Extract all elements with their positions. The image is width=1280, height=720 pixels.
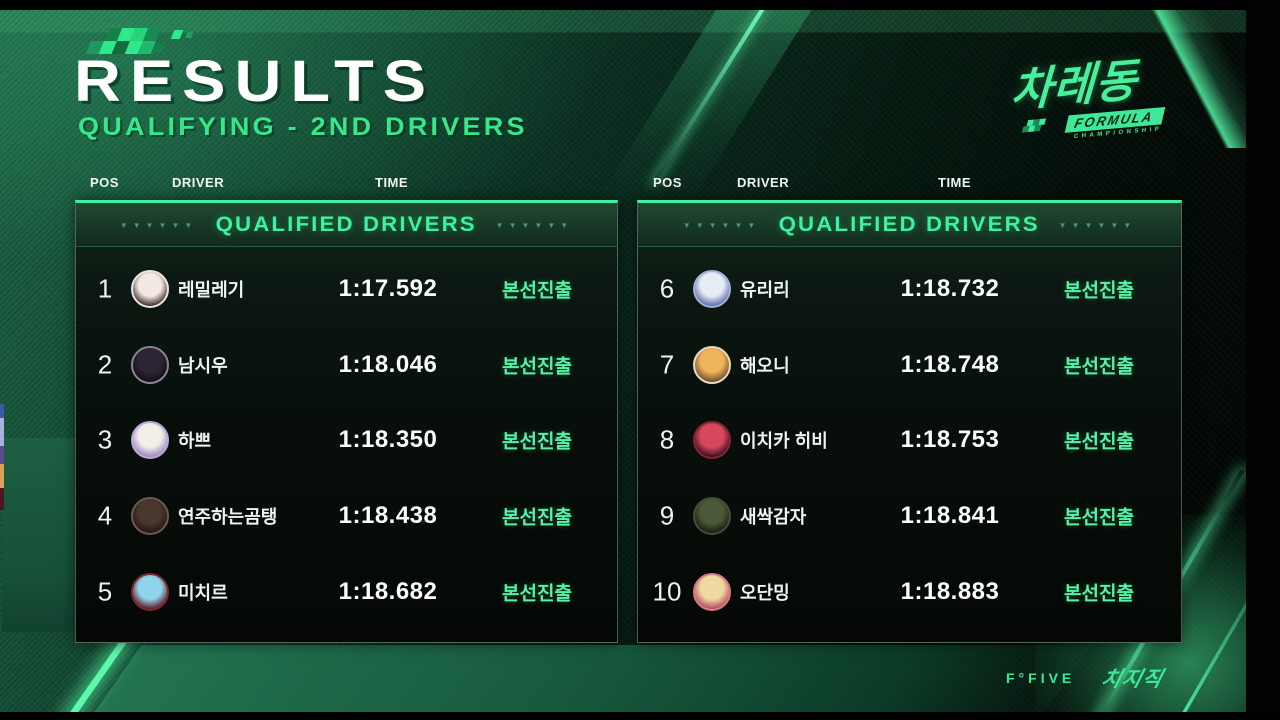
status-badge: 본선진출	[1064, 507, 1134, 529]
table-row: 7 해오니 1:18.748 본선진출	[638, 341, 1181, 389]
status-badge: 본선진출	[1064, 280, 1134, 302]
lap-time: 1:18.748	[900, 351, 1000, 378]
table-row: 2 남시우 1:18.046 본선진출	[76, 341, 617, 389]
driver-name: 레밀레기	[178, 280, 245, 300]
column-header-driver: DRIVER	[737, 175, 790, 190]
qualified-drivers-table-right: ▼▼▼▼▼▼ QUALIFIED DRIVERS ▼▼▼▼▼▼ 6 유리리 1:…	[637, 200, 1182, 643]
position-number: 5	[97, 576, 113, 607]
driver-name: 남시우	[178, 356, 228, 376]
position-number: 2	[97, 349, 113, 380]
lap-time: 1:18.841	[900, 502, 1000, 529]
status-badge: 본선진출	[1064, 356, 1134, 378]
left-edge-artifact	[0, 418, 4, 446]
left-edge-artifact	[0, 464, 4, 488]
driver-name: 새싹감자	[740, 507, 807, 527]
status-badge: 본선진출	[502, 583, 572, 605]
table-row: 3 하쁘 1:18.350 본선진출	[76, 416, 617, 464]
position-number: 7	[659, 349, 675, 380]
ffive-logo: F°FIVE	[1006, 670, 1076, 686]
letterbox-bar	[1246, 0, 1280, 720]
table-row: 6 유리리 1:18.732 본선진출	[638, 265, 1181, 313]
driver-name: 하쁘	[178, 431, 212, 451]
status-badge: 본선진출	[502, 356, 572, 378]
avatar	[693, 497, 731, 535]
position-number: 9	[659, 500, 675, 531]
status-badge: 본선진출	[502, 280, 572, 302]
lap-time: 1:18.350	[338, 426, 438, 453]
avatar	[131, 421, 169, 459]
chzzk-logo: 치지직	[1098, 668, 1166, 691]
qualified-drivers-table-left: ▼▼▼▼▼▼ QUALIFIED DRIVERS ▼▼▼▼▼▼ 1 레밀레기 1…	[75, 200, 618, 643]
left-edge-artifact	[0, 404, 4, 418]
background-band	[94, 645, 1092, 712]
background-band	[2, 438, 74, 632]
lap-time: 1:18.046	[338, 351, 438, 378]
driver-name: 이치카 히비	[740, 431, 828, 451]
status-badge: 본선진출	[502, 431, 572, 453]
table-row: 5 미치르 1:18.682 본선진출	[76, 568, 617, 616]
checkered-flag-icon	[1021, 118, 1047, 133]
avatar	[131, 497, 169, 535]
position-number: 1	[97, 273, 113, 304]
triangle-marks: ▼▼▼▼▼▼	[119, 220, 198, 230]
letterbox-bar	[0, 712, 1280, 720]
page-subtitle: QUALIFYING - 2ND DRIVERS	[78, 113, 528, 141]
table-row: 1 레밀레기 1:17.592 본선진출	[76, 265, 617, 313]
position-number: 10	[652, 576, 682, 607]
table-title: QUALIFIED DRIVERS	[778, 212, 1041, 236]
column-header-time: TIME	[375, 175, 409, 190]
triangle-marks: ▼▼▼▼▼▼	[1058, 220, 1137, 230]
triangle-marks: ▼▼▼▼▼▼	[682, 220, 761, 230]
page-title: RESULTS	[74, 49, 436, 114]
table-row: 8 이치카 히비 1:18.753 본선진출	[638, 416, 1181, 464]
table-title: QUALIFIED DRIVERS	[215, 212, 478, 236]
column-header-time: TIME	[938, 175, 972, 190]
lap-time: 1:18.883	[900, 578, 1000, 605]
avatar	[131, 346, 169, 384]
avatar	[131, 270, 169, 308]
driver-name: 해오니	[740, 356, 790, 376]
table-row: 10 오단밍 1:18.883 본선진출	[638, 568, 1181, 616]
checkered-flag-icon	[85, 28, 194, 54]
table-header: ▼▼▼▼▼▼ QUALIFIED DRIVERS ▼▼▼▼▼▼	[638, 203, 1181, 247]
championship-logo: 차레동 FORMULA CHAMPIONSHIP	[1008, 38, 1205, 145]
column-header-pos: POS	[90, 175, 119, 190]
status-badge: 본선진출	[1064, 583, 1134, 605]
driver-name: 연주하는곰탱	[178, 507, 278, 527]
lap-time: 1:18.682	[338, 578, 438, 605]
driver-name: 미치르	[178, 583, 228, 603]
avatar	[693, 270, 731, 308]
column-header-pos: POS	[653, 175, 682, 190]
position-number: 8	[659, 424, 675, 455]
lap-time: 1:17.592	[338, 275, 438, 302]
avatar	[693, 573, 731, 611]
driver-name: 오단밍	[740, 583, 790, 603]
avatar	[693, 346, 731, 384]
left-edge-artifact	[0, 488, 4, 510]
position-number: 6	[659, 273, 675, 304]
letterbox-bar	[0, 0, 1280, 10]
status-badge: 본선진출	[502, 507, 572, 529]
left-edge-artifact	[0, 446, 4, 464]
table-row: 9 새싹감자 1:18.841 본선진출	[638, 492, 1181, 540]
table-row: 4 연주하는곰탱 1:18.438 본선진출	[76, 492, 617, 540]
position-number: 4	[97, 500, 113, 531]
triangle-marks: ▼▼▼▼▼▼	[495, 220, 574, 230]
column-header-driver: DRIVER	[172, 175, 225, 190]
driver-name: 유리리	[740, 280, 790, 300]
avatar	[131, 573, 169, 611]
lap-time: 1:18.732	[900, 275, 1000, 302]
lap-time: 1:18.438	[338, 502, 438, 529]
status-badge: 본선진출	[1064, 431, 1134, 453]
avatar	[693, 421, 731, 459]
table-header: ▼▼▼▼▼▼ QUALIFIED DRIVERS ▼▼▼▼▼▼	[76, 203, 617, 247]
position-number: 3	[97, 424, 113, 455]
lap-time: 1:18.753	[900, 426, 1000, 453]
diagonal-streak	[1150, 8, 1246, 148]
